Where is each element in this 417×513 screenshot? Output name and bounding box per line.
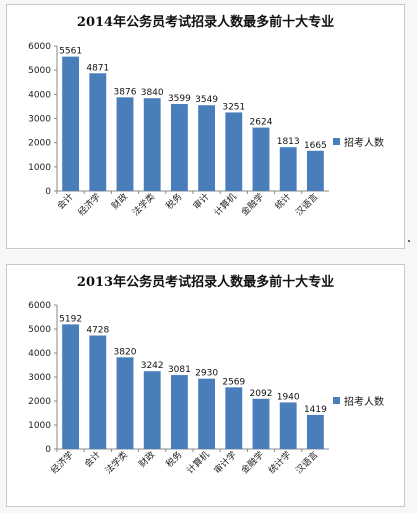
category-label: 审计学 bbox=[211, 449, 239, 477]
bar-chart-2013: 0 1000 2000 3000 4000 5000 6000 5192 经济学 4728 会计 38… bbox=[28, 301, 329, 477]
category-label: 统计 bbox=[272, 191, 293, 212]
category-label: 经济学 bbox=[75, 191, 103, 219]
y-tick-label: 5000 bbox=[28, 325, 51, 335]
category-label: 会计 bbox=[54, 191, 75, 212]
bar bbox=[143, 98, 161, 191]
category-label: 金融学 bbox=[239, 449, 267, 477]
category-label: 财政 bbox=[109, 191, 130, 212]
category-label: 统计学 bbox=[266, 449, 294, 477]
category-label: 汉语言 bbox=[293, 191, 321, 219]
data-label: 1419 bbox=[304, 405, 327, 415]
data-label: 3876 bbox=[114, 87, 137, 97]
category-label: 法学类 bbox=[130, 191, 158, 219]
data-label: 4871 bbox=[86, 63, 109, 73]
y-tick-label: 6000 bbox=[28, 301, 51, 311]
data-label: 3081 bbox=[168, 365, 191, 375]
bar bbox=[306, 414, 324, 449]
decor-dot bbox=[408, 240, 410, 242]
data-label: 3549 bbox=[195, 95, 218, 105]
y-tick-label: 5000 bbox=[28, 66, 51, 76]
bar bbox=[62, 324, 80, 449]
category-label: 税务 bbox=[163, 449, 184, 470]
data-label: 5192 bbox=[59, 314, 82, 324]
y-tick-label: 1000 bbox=[28, 163, 51, 173]
legend: 招考人数 bbox=[333, 393, 384, 408]
y-tick-label: 4000 bbox=[28, 349, 51, 359]
legend-swatch bbox=[333, 138, 340, 145]
data-label: 2569 bbox=[222, 377, 245, 387]
bar bbox=[116, 357, 134, 449]
category-label: 计算机 bbox=[211, 191, 239, 219]
chart-title: 2014年公务员考试招录人数最多前十大专业 bbox=[76, 15, 335, 30]
category-label: 审计 bbox=[190, 191, 211, 212]
data-label: 3820 bbox=[114, 347, 137, 357]
category-label: 税务 bbox=[163, 191, 184, 212]
data-label: 1813 bbox=[277, 137, 300, 147]
bar bbox=[116, 97, 134, 191]
bar bbox=[89, 335, 107, 449]
category-label: 金融学 bbox=[239, 191, 267, 219]
y-tick-label: 2000 bbox=[28, 397, 51, 407]
category-label: 财政 bbox=[136, 449, 157, 470]
category-label: 法学类 bbox=[103, 449, 131, 477]
chart-panel-2013: 2013年公务员考试招录人数最多前十大专业 0 1000 2000 3000 4000 5… bbox=[6, 264, 405, 507]
y-tick-label: 6000 bbox=[28, 42, 51, 52]
y-tick-label: 1000 bbox=[28, 421, 51, 431]
bar bbox=[170, 375, 188, 449]
data-label: 3251 bbox=[222, 102, 245, 112]
bar bbox=[198, 105, 216, 191]
bar-chart-2014: 0 1000 2000 3000 4000 5000 6000 5561 会计 4871 经济学 38… bbox=[28, 42, 329, 219]
category-label: 经济学 bbox=[48, 449, 76, 477]
bar bbox=[279, 147, 297, 191]
y-tick-label: 0 bbox=[45, 445, 51, 455]
y-tick-label: 3000 bbox=[28, 115, 51, 125]
bar bbox=[170, 104, 188, 191]
y-tick-label: 2000 bbox=[28, 139, 51, 149]
bar bbox=[198, 378, 216, 449]
bar bbox=[225, 387, 243, 449]
legend-label: 招考人数 bbox=[344, 138, 384, 149]
data-label: 2930 bbox=[195, 369, 218, 379]
data-label: 1665 bbox=[304, 141, 327, 151]
data-label: 3242 bbox=[141, 361, 164, 371]
bar bbox=[62, 56, 80, 192]
data-label: 2092 bbox=[250, 389, 273, 399]
legend-label: 招考人数 bbox=[344, 397, 384, 408]
bar bbox=[252, 127, 270, 191]
y-tick-label: 4000 bbox=[28, 90, 51, 100]
data-label: 4728 bbox=[86, 326, 109, 336]
data-label: 1940 bbox=[277, 392, 300, 402]
legend: 招考人数 bbox=[333, 134, 384, 149]
category-label: 会计 bbox=[82, 449, 103, 470]
data-label: 3599 bbox=[168, 94, 191, 104]
category-label: 汉语言 bbox=[293, 449, 321, 477]
data-label: 3840 bbox=[141, 88, 164, 98]
y-tick-label: 0 bbox=[45, 187, 51, 197]
chart-title: 2013年公务员考试招录人数最多前十大专业 bbox=[76, 275, 335, 290]
bar bbox=[89, 73, 107, 191]
bar bbox=[143, 371, 161, 449]
bar bbox=[225, 112, 243, 191]
y-tick-label: 3000 bbox=[28, 373, 51, 383]
chart-panel-2014: 2014年公务员考试招录人数最多前十大专业 0 1000 2000 3000 4000 5… bbox=[6, 4, 405, 249]
legend-swatch bbox=[333, 397, 340, 404]
data-label: 2624 bbox=[250, 118, 273, 128]
bar bbox=[279, 402, 297, 449]
data-label: 5561 bbox=[59, 47, 82, 57]
bar bbox=[252, 398, 270, 449]
bar bbox=[306, 150, 324, 191]
category-label: 计算机 bbox=[184, 449, 212, 477]
